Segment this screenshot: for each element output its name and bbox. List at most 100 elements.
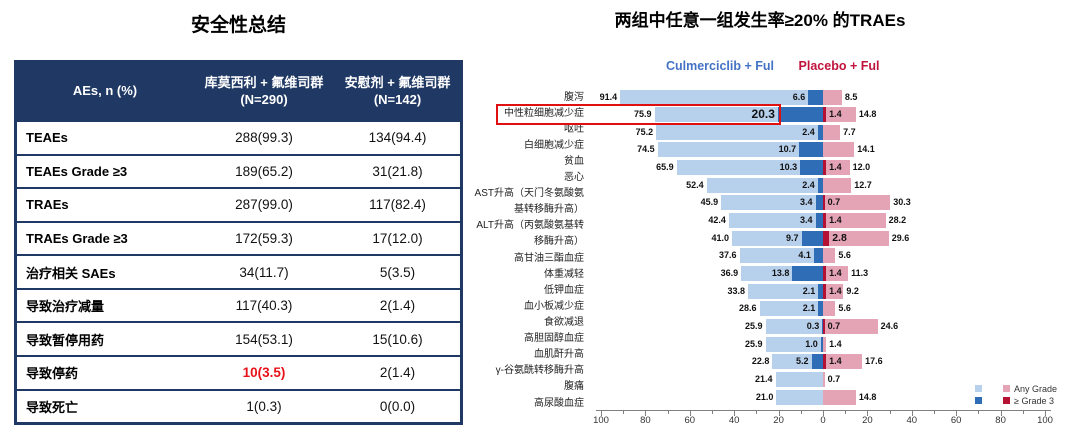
value-left-grade3: 4.1	[798, 250, 811, 261]
cell-placebo-value: 0(0.0)	[379, 398, 416, 414]
value-left-any: 25.9	[744, 320, 763, 331]
bar-right-grade3	[823, 230, 830, 246]
bar-left-any	[775, 371, 823, 387]
axis-tick-minor	[623, 411, 625, 414]
category-label: 白细胞减少症	[524, 139, 584, 151]
bar-left-any	[732, 230, 823, 246]
category-label: 低钾血症	[544, 284, 584, 296]
value-right-grade3: 1.4	[829, 109, 842, 120]
cell-culmerciclib-value: 154(53.1)	[235, 331, 293, 347]
bar-right-grade3	[823, 107, 827, 123]
axis-tick-major	[867, 411, 869, 416]
axis-tick-label: 20	[773, 415, 784, 426]
value-left-any: 74.5	[637, 144, 655, 155]
cell-culmerciclib-value: 189(65.2)	[235, 163, 293, 179]
category-label: 体重减轻	[544, 268, 584, 280]
category-label: 食欲减退	[544, 317, 584, 328]
bar-left-grade3	[818, 283, 823, 299]
cell-culmerciclib-value: 288(99.3)	[235, 130, 293, 146]
value-left-grade3: 13.8	[771, 268, 790, 278]
table-row: 治疗相关 SAEs 34(11.7) 5(3.5)	[17, 254, 460, 288]
legend-swatch-left-grade3	[975, 397, 982, 404]
cell-culmerciclib-value: 10(3.5)	[242, 365, 286, 381]
value-left-any: 21.0	[755, 391, 774, 402]
row-label: TRAEs	[26, 197, 69, 213]
column-header-culmerciclib-arm: 库莫西利 + 氟维司群 (N=290)	[204, 74, 324, 107]
category-label: 血肌酐升高	[534, 349, 584, 361]
category-label: 高尿酸血症	[534, 397, 584, 409]
bar-right-any	[823, 354, 863, 370]
bar-left-grade3	[799, 142, 823, 158]
row-label: TRAEs Grade ≥3	[26, 230, 128, 246]
table-row: TEAEs 288(99.3) 134(94.4)	[17, 120, 460, 154]
value-left-any: 75.2	[635, 126, 654, 137]
value-left-grade3: 1.0	[805, 338, 818, 349]
bar-right-grade3	[823, 354, 827, 370]
value-right-any: 14.8	[858, 109, 877, 120]
axis-tick-minor	[889, 411, 891, 414]
value-right-any: 14.8	[858, 391, 877, 402]
bar-left-grade3	[811, 354, 823, 370]
axis-tick-major	[689, 411, 691, 416]
value-right-grade3: 1.4	[829, 215, 842, 225]
bar-left-any	[772, 354, 823, 370]
value-left-any: 36.9	[720, 268, 739, 278]
legend-swatch-left-any	[975, 385, 982, 392]
value-left-grade3: 0.3	[806, 320, 820, 331]
table-row: TRAEs Grade ≥3 172(59.3) 17(12.0)	[17, 220, 460, 255]
bar-right-any	[823, 89, 842, 105]
value-right-any: 28.2	[888, 215, 907, 225]
bar-right-grade3	[823, 213, 827, 228]
category-label: 腹痛	[564, 381, 584, 393]
value-left-grade3: 3.4	[799, 197, 813, 208]
value-right-any: 7.7	[843, 126, 856, 137]
row-label: TEAEs	[26, 130, 68, 146]
table-row: TRAEs 287(99.0) 117(82.4)	[17, 187, 460, 221]
axis-tick-minor	[1022, 411, 1024, 414]
cell-culmerciclib-value: 117(40.3)	[235, 298, 293, 314]
bar-right-any	[823, 248, 836, 264]
axis-tick-minor	[845, 411, 847, 414]
legend-swatch-right-grade3	[1003, 397, 1010, 404]
axis-tick-label: 60	[950, 415, 962, 426]
row-label: 导致治疗减量	[26, 299, 105, 315]
bar-left-any	[748, 283, 823, 299]
column-header-placebo-arm: 安慰剂 + 氟维司群 (N=142)	[344, 74, 451, 107]
value-right-grade3: 1.4	[829, 162, 842, 173]
value-left-any: 21.4	[754, 373, 773, 384]
axis-tick-major	[601, 411, 602, 416]
category-label: 高胆固醇血症	[524, 333, 584, 345]
value-right-grade3: 0.7	[827, 197, 841, 208]
category-label: γ-谷氨酰转移酶升高	[495, 365, 584, 377]
bar-right-any	[823, 160, 850, 176]
bar-right-any	[823, 266, 849, 281]
bar-left-grade3	[792, 266, 823, 281]
cell-placebo-value: 31(21.8)	[372, 163, 423, 179]
value-left-any: 22.8	[751, 356, 770, 367]
bar-right-any	[823, 177, 852, 193]
cell-placebo-value: 117(82.4)	[369, 197, 426, 213]
bar-right-grade3	[823, 266, 827, 281]
bar-right-any	[823, 389, 856, 405]
axis-tick-major	[734, 411, 736, 416]
highlight-box-neutropenia	[496, 104, 781, 125]
chart-title: 两组中任意一组发生率≥20% 的TRAEs	[614, 11, 906, 30]
bar-left-any	[765, 336, 823, 352]
cell-culmerciclib-value: 1(0.3)	[246, 398, 282, 414]
table-header: AEs, n (%) 库莫西利 + 氟维司群 (N=290) 安慰剂 + 氟维司…	[17, 63, 460, 120]
value-left-grade3: 6.6	[792, 91, 806, 102]
value-left-any: 28.6	[738, 303, 757, 314]
axis-tick-major	[911, 411, 913, 416]
value-left-any: 91.4	[599, 91, 618, 102]
category-label: 高甘油三酯血症	[514, 252, 584, 264]
row-label: 导致死亡	[26, 399, 79, 415]
bar-left-any	[656, 124, 823, 140]
bar-right-any	[823, 336, 827, 352]
category-label: 呕吐	[564, 123, 584, 135]
bar-left-any	[676, 160, 823, 176]
category-label: 中性粒细胞减少症	[504, 107, 584, 119]
cell-culmerciclib-value: 34(11.7)	[239, 264, 289, 280]
value-right-any: 12.0	[852, 162, 871, 173]
value-left-grade3: 2.1	[802, 285, 816, 296]
